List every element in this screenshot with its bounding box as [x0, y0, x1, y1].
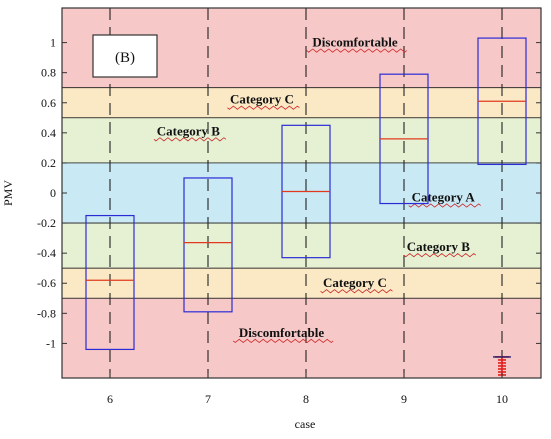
- y-tick-label: -0.8: [37, 306, 56, 320]
- x-axis-label: case: [295, 417, 316, 431]
- y-tick-label: 0.6: [41, 96, 56, 110]
- y-tick-label: 0: [50, 186, 56, 200]
- band-label-underline: [320, 289, 393, 294]
- band-labels: Discomfortable Category C Category B Catego…: [153, 35, 481, 343]
- x-tick-label: 7: [205, 392, 211, 406]
- comfort-bands: [61, 7, 542, 379]
- x-tick-label: 6: [107, 392, 113, 406]
- axis-ticks: -1 -0.8 -0.6 -0.4 -0.2 0 0.2 0.4 0.6 0.8 1 6 7 8 9 10: [37, 36, 541, 406]
- y-axis-label: PMV: [1, 180, 15, 206]
- comfort-band-2: [61, 117, 542, 164]
- comfort-band-5: [61, 267, 542, 299]
- x-tick-label: 8: [303, 392, 309, 406]
- band-label-underline: [306, 48, 407, 53]
- box-case-7: [183, 177, 233, 313]
- band-label-underline: [153, 137, 227, 142]
- outlier-markers: [493, 356, 511, 376]
- y-tick-label: -0.4: [37, 246, 56, 260]
- y-tick-label: 0.4: [41, 126, 56, 140]
- band-label-text: Category C: [230, 92, 294, 107]
- box-plots: [85, 37, 527, 351]
- comfort-band-6: [61, 297, 542, 379]
- y-tick-label: -1: [46, 336, 56, 350]
- band-label-underline: [408, 203, 481, 208]
- comfort-band-3: [61, 162, 542, 224]
- panel-label-box: (B): [92, 34, 158, 78]
- box-case-6: [85, 214, 135, 351]
- band-label-underline: [403, 253, 477, 258]
- panel-label: (B): [115, 50, 135, 66]
- comfort-band-1: [61, 87, 542, 119]
- band-label-underline: [227, 105, 300, 110]
- y-tick-label: -0.6: [37, 276, 56, 290]
- y-tick-label: -0.2: [37, 216, 56, 230]
- panel-label-frame: [92, 34, 158, 78]
- x-tick-label: 9: [401, 392, 407, 406]
- band-label-text: Category B: [407, 239, 471, 254]
- band-label-text: Category C: [323, 275, 387, 290]
- y-tick-label: 0.8: [41, 66, 56, 80]
- band-label-underline: [232, 338, 334, 343]
- y-tick-label: 0.2: [41, 156, 56, 170]
- band-label-text: Category A: [412, 190, 476, 205]
- band-label-text: Discomfortable: [312, 35, 397, 50]
- x-tick-label: 10: [496, 392, 508, 406]
- y-tick-label: 1: [50, 36, 56, 50]
- band-label-text: Discomfortable: [239, 325, 324, 340]
- comfort-band-4: [61, 222, 542, 269]
- band-label-text: Category B: [157, 123, 221, 138]
